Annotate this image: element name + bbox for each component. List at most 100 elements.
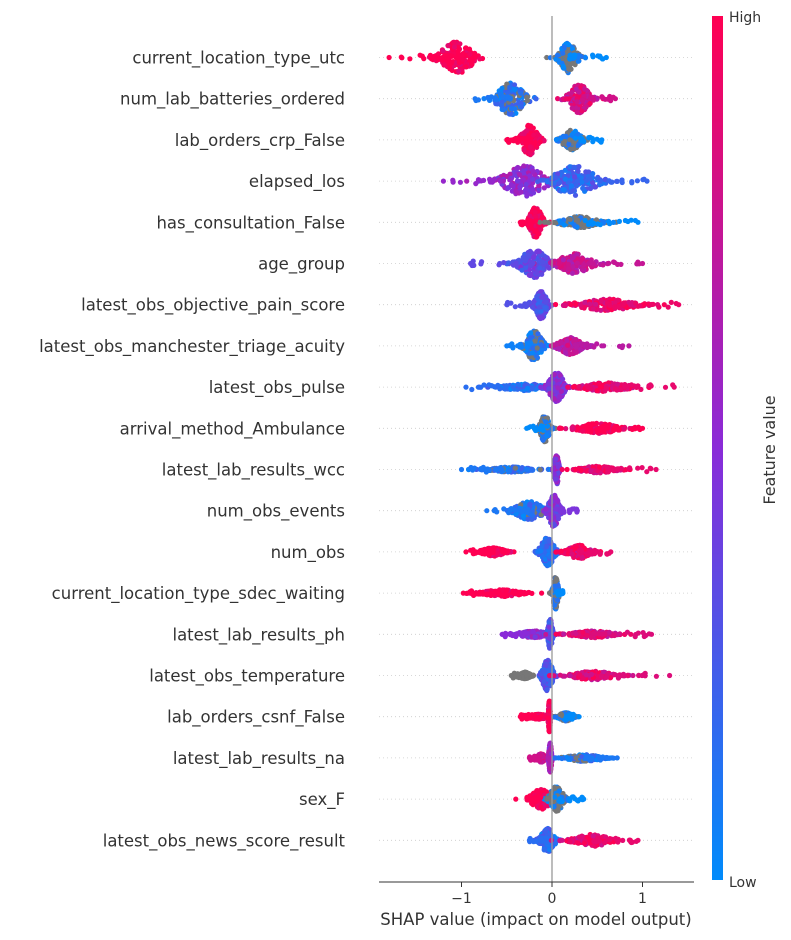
shap-point [539,214,545,220]
shap-point [560,50,566,56]
shap-point [445,43,451,49]
shap-point [620,343,626,349]
shap-point [569,46,576,52]
row-guides [379,57,694,841]
feature-row-points [468,248,646,280]
shap-point [627,465,633,471]
feature-row-points [463,370,677,404]
feature-row-points [524,414,646,445]
shap-point [440,178,446,184]
shap-point [582,86,588,92]
shap-point [527,123,533,129]
shap-point [574,508,580,514]
shap-point [566,66,572,72]
shap-point [580,428,586,434]
shap-point [484,466,491,472]
feature-label: lab_orders_crp_False [175,131,345,151]
shap-point [504,137,510,143]
shap-point [607,303,613,309]
shap-point [582,423,588,429]
shap-point [530,350,536,356]
shap-point [560,376,566,382]
shap-point [463,64,469,70]
shap-point [523,181,529,188]
shap-point [505,90,511,96]
shap-point [463,549,469,555]
shap-point [546,538,552,544]
shap-point [472,53,478,59]
shap-point [578,175,584,181]
shap-point [507,177,513,183]
shap-point [597,178,604,184]
feature-label: current_location_type_utc [132,49,345,69]
shap-point [521,171,527,177]
shap-point [604,261,611,267]
feature-label: latest_lab_results_ph [172,625,345,645]
feature-label: num_obs_events [207,502,345,522]
shap-point [601,343,607,349]
shap-point [578,467,584,473]
shap-point [582,55,589,61]
shap-point [533,96,539,102]
shap-point [588,427,594,433]
feature-label: elapsed_los [249,172,345,192]
shap-point [516,592,522,598]
shap-point [564,337,570,344]
shap-point [537,289,544,295]
feature-label: latest_obs_objective_pain_score [81,296,345,316]
shap-point [512,86,518,93]
shap-point [473,549,479,555]
shap-point [557,393,563,400]
shap-point [539,271,545,277]
shap-point [590,54,596,60]
shap-point [533,227,539,233]
shap-point [572,466,579,472]
shap-point [500,94,506,100]
shap-point [529,176,536,182]
shap-point [539,294,545,300]
shap-point [581,262,587,268]
shap-point [509,188,515,194]
shap-point [621,300,627,306]
shap-point [676,302,682,308]
shap-point [587,176,594,182]
shap-point [509,183,515,189]
feature-row-points [472,80,619,118]
shap-point [601,219,607,225]
shap-point [572,192,579,198]
shap-point [538,342,544,348]
shap-point [496,262,502,268]
shap-point [543,254,549,260]
shap-point [573,183,580,189]
shap-point [573,301,579,307]
shap-point [510,262,517,268]
shap-point [507,171,513,177]
shap-point [508,506,514,512]
shap-point [514,165,520,172]
shap-point [587,100,593,106]
shap-point [634,261,640,267]
shap-point [468,464,474,471]
shap-point [473,181,479,187]
shap-point [536,248,543,255]
shap-point [555,385,561,391]
shap-point [569,105,575,111]
shap-point [585,384,591,390]
shap-point [525,516,531,522]
shap-point [504,383,510,389]
shap-point [479,259,485,265]
shap-point [565,261,571,267]
shap-point [587,301,593,307]
shap-point [577,302,584,308]
shap-point [467,51,473,57]
shap-point [538,308,544,314]
shap-point [559,466,565,473]
feature-label: sex_F [299,790,345,810]
shap-point [516,172,523,178]
shap-point [570,264,576,270]
shap-point [671,384,677,390]
feature-label: latest_obs_manchester_triage_acuity [39,337,345,357]
feature-row-points [484,492,580,529]
shap-point [599,56,606,62]
shap-point [553,175,559,181]
